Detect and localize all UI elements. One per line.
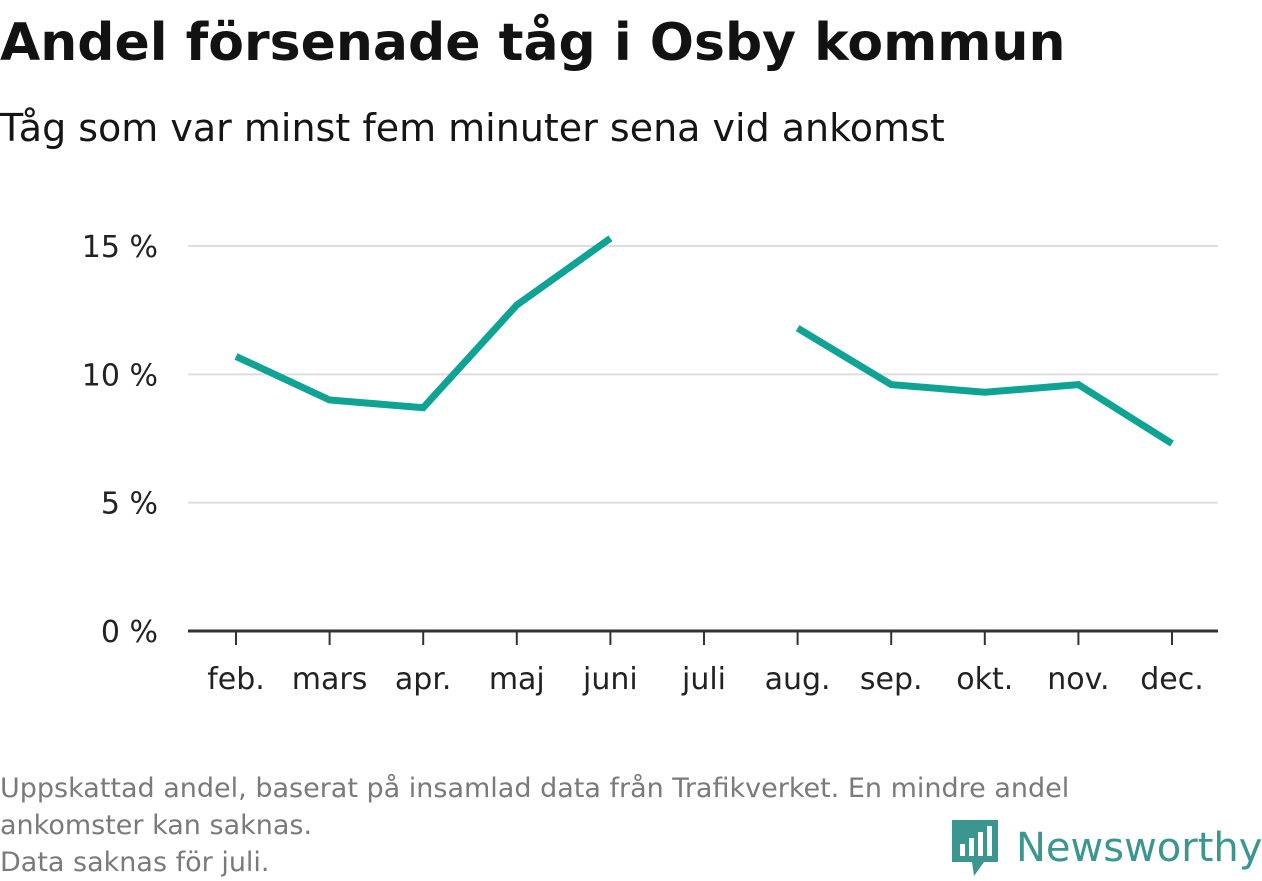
- y-tick-label: 10 %: [82, 358, 158, 393]
- x-tick-label: feb.: [207, 662, 265, 697]
- grid-layer: [188, 245, 1218, 504]
- x-tick-label: maj: [489, 662, 545, 697]
- chart-subtitle: Tåg som var minst fem minuter sena vid a…: [0, 106, 945, 150]
- series-line-segment-1: [234, 235, 613, 412]
- x-tick-label: aug.: [765, 662, 831, 697]
- logo-text: Newsworthy: [1016, 825, 1262, 871]
- line-chart: 0 % 5 % 10 % 15 % feb. mars apr. maj juni juli au…: [82, 230, 1218, 697]
- x-tick-label: okt.: [956, 662, 1013, 697]
- y-tick-label: 0 %: [101, 615, 158, 650]
- bar-chart-logo-icon: [952, 820, 998, 876]
- x-tick-label: mars: [292, 662, 368, 697]
- x-tick-label: nov.: [1047, 662, 1109, 697]
- x-tick-label: juli: [681, 662, 726, 697]
- x-axis: feb. mars apr. maj juni juli aug. sep. okt. nov. d…: [188, 629, 1218, 697]
- y-tick-label: 15 %: [82, 230, 158, 265]
- footnote-line-1: Uppskattad andel, baserat på insamlad da…: [0, 773, 1070, 804]
- series-line-segment-2: [795, 325, 1174, 447]
- x-tick-label: apr.: [395, 662, 452, 697]
- footnote: Uppskattad andel, baserat på insamlad da…: [0, 770, 1250, 881]
- footnote-line-3: Data saknas för juli.: [0, 847, 270, 878]
- x-tick-label: sep.: [860, 662, 923, 697]
- x-tick-label: dec.: [1140, 662, 1204, 697]
- y-axis-labels: 0 % 5 % 10 % 15 %: [82, 230, 158, 650]
- newsworthy-logo: Newsworthy: [950, 818, 1262, 878]
- series-lines: [234, 235, 1174, 447]
- chart-title: Andel försenade tåg i Osby kommun: [0, 13, 1066, 73]
- y-tick-label: 5 %: [101, 487, 158, 522]
- x-tick-label: juni: [582, 662, 638, 697]
- footnote-line-2: ankomster kan saknas.: [0, 810, 313, 841]
